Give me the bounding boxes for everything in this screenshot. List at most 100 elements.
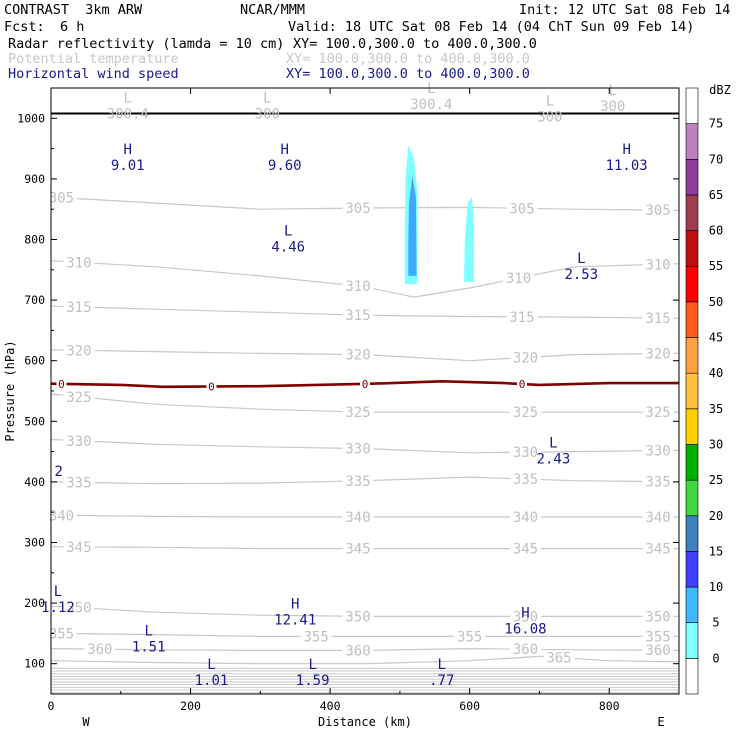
wind-extremum-value: .77 bbox=[429, 673, 454, 689]
wind-extremum-value: 1.59 bbox=[296, 673, 330, 689]
theta-label: 350 bbox=[645, 609, 670, 625]
theta-label-bg bbox=[84, 642, 116, 656]
freezing-label-bg bbox=[56, 377, 67, 390]
theta-label-bg bbox=[642, 643, 674, 657]
colorbar-band bbox=[685, 87, 699, 124]
reflectivity-cells bbox=[404, 145, 474, 285]
wind-extremum-letter: H bbox=[124, 142, 132, 158]
theta-label-bg bbox=[342, 541, 374, 555]
theta-contour-365 bbox=[50, 655, 680, 665]
colorbar-label: 55 bbox=[709, 259, 723, 273]
theta-label-bg bbox=[63, 255, 95, 269]
wind-extremum-value: 9.60 bbox=[268, 158, 302, 174]
theta-label: 330 bbox=[345, 441, 370, 457]
colorbar-band bbox=[685, 658, 699, 695]
colorbar-label: 25 bbox=[709, 473, 723, 487]
wind-extremum-letter: L bbox=[308, 657, 316, 673]
colorbar-band bbox=[685, 123, 699, 160]
x-axis-label: Distance (km) bbox=[318, 715, 412, 729]
wind-extremum-letter: H bbox=[622, 142, 630, 158]
wind-extremum-value: 4.46 bbox=[271, 240, 305, 256]
wind-extremum-letter: H bbox=[291, 596, 299, 612]
theta-label-bg bbox=[642, 474, 674, 488]
theta-low-value: 300 bbox=[255, 106, 280, 122]
theta-label: 350 bbox=[513, 609, 538, 625]
colorbar-band bbox=[685, 479, 699, 517]
theta-label-bg bbox=[454, 629, 486, 643]
theta-label: 330 bbox=[66, 434, 91, 450]
theta-label: 355 bbox=[304, 629, 329, 645]
theta-label: 320 bbox=[66, 343, 91, 359]
colorbar-label: 10 bbox=[709, 580, 723, 594]
theta-contour-310 bbox=[50, 260, 680, 298]
theta-label: 330 bbox=[645, 444, 670, 460]
freezing-label-bg bbox=[206, 380, 217, 393]
colorbar-label: 50 bbox=[709, 295, 723, 309]
theta-label: 340 bbox=[513, 510, 538, 526]
theta-label-bg bbox=[642, 609, 674, 623]
theta-label: 320 bbox=[645, 347, 670, 363]
colorbar-band bbox=[685, 158, 699, 196]
theta-label-bg bbox=[342, 643, 374, 657]
y-tick-label: 1000 bbox=[17, 111, 45, 125]
colorbar-label: 45 bbox=[709, 331, 723, 345]
theta-label: 345 bbox=[513, 542, 538, 558]
theta-label-bg bbox=[509, 510, 541, 524]
colorbar-label: 30 bbox=[709, 437, 723, 451]
wind-extremum-value: 1.12 bbox=[41, 600, 75, 616]
wind-extremum-letter: L bbox=[144, 624, 152, 640]
theta-label-bg bbox=[45, 508, 77, 522]
theta-label-bg bbox=[342, 609, 374, 623]
theta-label: 350 bbox=[66, 601, 91, 617]
wind-extremum-value: 9.01 bbox=[111, 158, 145, 174]
theta-label-bg bbox=[342, 510, 374, 524]
theta-label-bg bbox=[63, 343, 95, 357]
theta-label: 305 bbox=[345, 201, 370, 217]
theta-label-bg bbox=[342, 473, 374, 487]
theta-label-bg bbox=[342, 201, 374, 215]
theta-low-value: 300.4 bbox=[107, 106, 149, 122]
theta-label-bg bbox=[342, 308, 374, 322]
freezing-line: 0 0 0 0 bbox=[50, 377, 679, 393]
theta-label: 315 bbox=[345, 308, 370, 324]
y-axis-label: Pressure (hPa) bbox=[3, 340, 17, 441]
model-title: CONTRAST 3km ARW bbox=[4, 2, 143, 18]
theta-label-bg bbox=[509, 405, 541, 419]
theta-label: 325 bbox=[645, 405, 670, 421]
theta-contour-355 bbox=[50, 632, 679, 638]
theta-low-letter: L bbox=[608, 83, 616, 99]
theta-label-bg bbox=[509, 445, 541, 459]
colorbar-band bbox=[685, 337, 699, 374]
theta-label-bg bbox=[45, 190, 77, 204]
direction-west: W bbox=[82, 715, 90, 729]
wind-extremum-letter: L bbox=[284, 224, 292, 240]
init-time: Init: 12 UTC Sat 08 Feb 14 bbox=[519, 2, 731, 18]
theta-label: 320 bbox=[345, 348, 370, 364]
colorbar-label: 20 bbox=[709, 509, 723, 523]
theta-label: 315 bbox=[509, 310, 534, 326]
freezing-label: 0 bbox=[362, 378, 369, 391]
colorbar-label: 70 bbox=[709, 152, 723, 166]
theta-label: 335 bbox=[645, 475, 670, 491]
colorbar-band bbox=[685, 586, 699, 624]
colorbar-band bbox=[685, 265, 699, 303]
field-reflectivity-name: Radar reflectivity (lamda = 10 cm) bbox=[8, 36, 285, 52]
colorbar-band bbox=[685, 622, 699, 659]
y-tick-label: 600 bbox=[24, 354, 45, 368]
wind-extremum-letter: L bbox=[54, 584, 62, 600]
theta-label-bg bbox=[642, 443, 674, 457]
theta-label: 360 bbox=[345, 643, 370, 659]
theta-label-bg bbox=[642, 541, 674, 555]
wind-extremum-value: 2 bbox=[54, 464, 62, 480]
wind-extremum-value: 1.51 bbox=[132, 640, 166, 656]
theta-label-bg bbox=[509, 350, 541, 364]
y-tick-label: 400 bbox=[24, 475, 45, 489]
theta-labels: 305 305 305 305 310 310 310 310 315 315 315 315 320 3… bbox=[45, 81, 674, 667]
colorbar-label: 65 bbox=[709, 188, 723, 202]
theta-label: 320 bbox=[513, 350, 538, 366]
plot-frame bbox=[50, 87, 680, 695]
x-tick-label: 0 bbox=[48, 699, 55, 713]
theta-label-bg bbox=[300, 629, 332, 643]
theta-label: 325 bbox=[345, 405, 370, 421]
theta-low-value: 300.4 bbox=[410, 97, 452, 113]
